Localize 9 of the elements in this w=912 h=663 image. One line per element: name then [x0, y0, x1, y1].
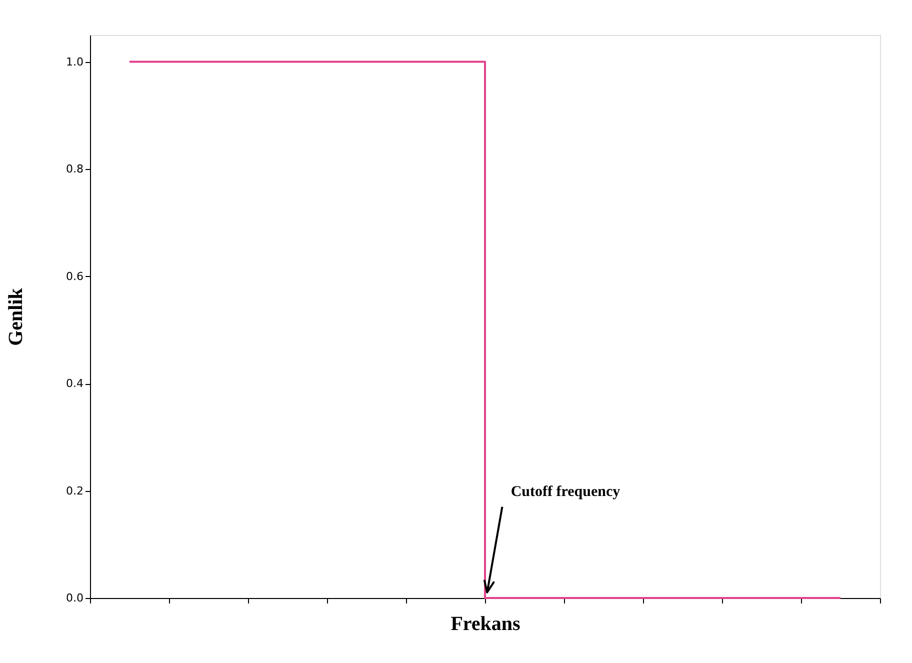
y-tick-label: 0.6: [66, 270, 84, 283]
y-tick-label: 1.0: [66, 55, 84, 68]
annotation: Cutoff frequency: [510, 484, 621, 500]
y-tick-label: 0.2: [66, 484, 84, 498]
y-tick-label: 0.8: [66, 162, 84, 176]
y-tick-label: 0.4: [66, 377, 84, 390]
y-axis-title: Genlik: [5, 287, 28, 346]
y-tick-label: 0.0: [66, 592, 84, 604]
x-axis-title: Frekans: [450, 613, 521, 635]
